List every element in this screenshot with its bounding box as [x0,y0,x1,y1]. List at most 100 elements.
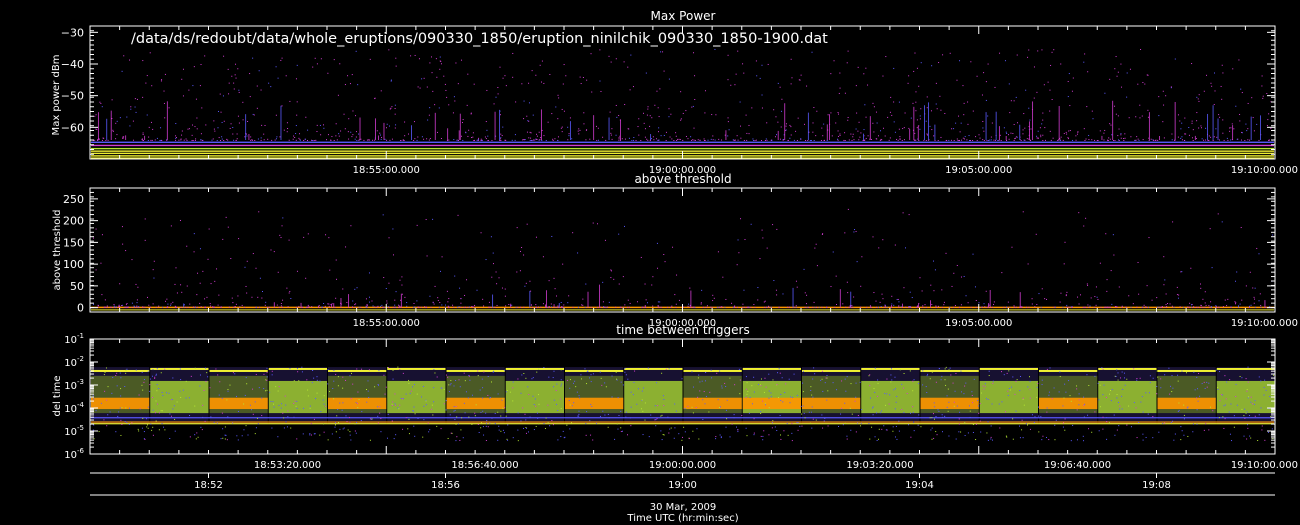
max-power-point [245,133,247,135]
baseline-band [91,147,1274,150]
threshold-point [960,276,962,278]
max-power-point [1218,139,1220,141]
max-power-point [467,135,469,137]
dt-point [413,425,415,427]
dt-point [407,416,409,418]
dt-point [1145,392,1147,394]
panel1-path-label: /data/ds/redoubt/data/whole_eruptions/09… [131,31,828,47]
dt-point [673,437,675,439]
threshold-point [562,306,564,308]
threshold-point [492,263,494,265]
threshold-point [1217,213,1219,215]
threshold-point [127,306,129,308]
dt-point [984,383,986,385]
dt-point [933,437,935,439]
threshold-point [803,268,805,270]
max-power-point [857,130,859,132]
dt-point [219,381,221,383]
max-power-point [827,129,829,131]
threshold-point [796,286,798,288]
threshold-point [498,277,500,279]
dt-point [303,407,305,409]
dt-point [917,424,919,426]
max-power-point [1184,133,1186,135]
max-power-point [439,60,441,62]
dt-point [1053,387,1055,389]
max-power-point [733,139,735,141]
dt-point [877,395,879,397]
threshold-point [439,270,441,272]
dt-point [569,404,571,406]
max-power-point [852,133,854,135]
dt-point [447,437,449,439]
threshold-point [736,264,738,266]
max-power-point [554,138,556,140]
dt-point [1022,398,1024,400]
dt-point [281,403,283,405]
threshold-point [1121,305,1123,307]
max-power-point [925,139,927,141]
threshold-point [896,299,898,301]
dt-point [549,425,551,427]
max-power-point [791,77,793,79]
dt-point [1086,374,1088,376]
max-power-point [227,139,229,141]
dt-point [708,411,710,413]
dt-point [1181,430,1183,432]
dt-point [504,369,506,371]
max-power-point [541,60,543,62]
dt-point [917,382,919,384]
max-power-point [1246,130,1248,132]
max-power-point [675,135,677,137]
dt-point [620,427,622,429]
dt-point [505,391,507,393]
max-power-point [499,138,501,140]
max-power-point [539,64,541,66]
max-power-point [1123,139,1125,141]
threshold-point [776,294,778,296]
dt-point [543,367,545,369]
threshold-point [381,304,383,306]
dt-point [600,377,602,379]
max-power-point [1041,123,1043,125]
max-power-point [1203,139,1205,141]
dt-point [944,379,946,381]
max-power-point [330,139,332,141]
dt-point [746,435,748,437]
threshold-point [460,302,462,304]
dt-point [1019,390,1021,392]
dt-point [329,391,331,393]
threshold-point [186,245,188,247]
max-power-point [538,139,540,141]
dt-point [668,432,670,434]
max-power-point [685,110,687,112]
max-power-point [703,139,705,141]
dt-point [945,384,947,386]
max-power-point [781,98,783,100]
threshold-point [551,235,553,237]
dt-point [355,432,357,434]
dt-point [487,426,489,428]
max-power-point [175,123,177,125]
max-power-point [1037,50,1039,52]
max-power-point [882,75,884,77]
dt-point [838,425,840,427]
max-power-point [1037,130,1039,132]
dt-point [477,423,479,425]
panel3-ytick-label: 10-4 [64,401,84,415]
dt-point [1048,439,1050,441]
dt-point [464,380,466,382]
max-power-point [539,139,541,141]
dt-point [1156,393,1158,395]
threshold-point [748,306,750,308]
dt-point [1268,431,1270,433]
max-power-point [646,138,648,140]
threshold-point [1054,306,1056,308]
max-power-point [1235,105,1237,107]
dt-point [977,399,979,401]
max-power-point [1049,110,1051,112]
max-power-point [1052,137,1054,139]
max-power-point [1088,139,1090,141]
threshold-point [963,275,965,277]
max-power-point [583,123,585,125]
